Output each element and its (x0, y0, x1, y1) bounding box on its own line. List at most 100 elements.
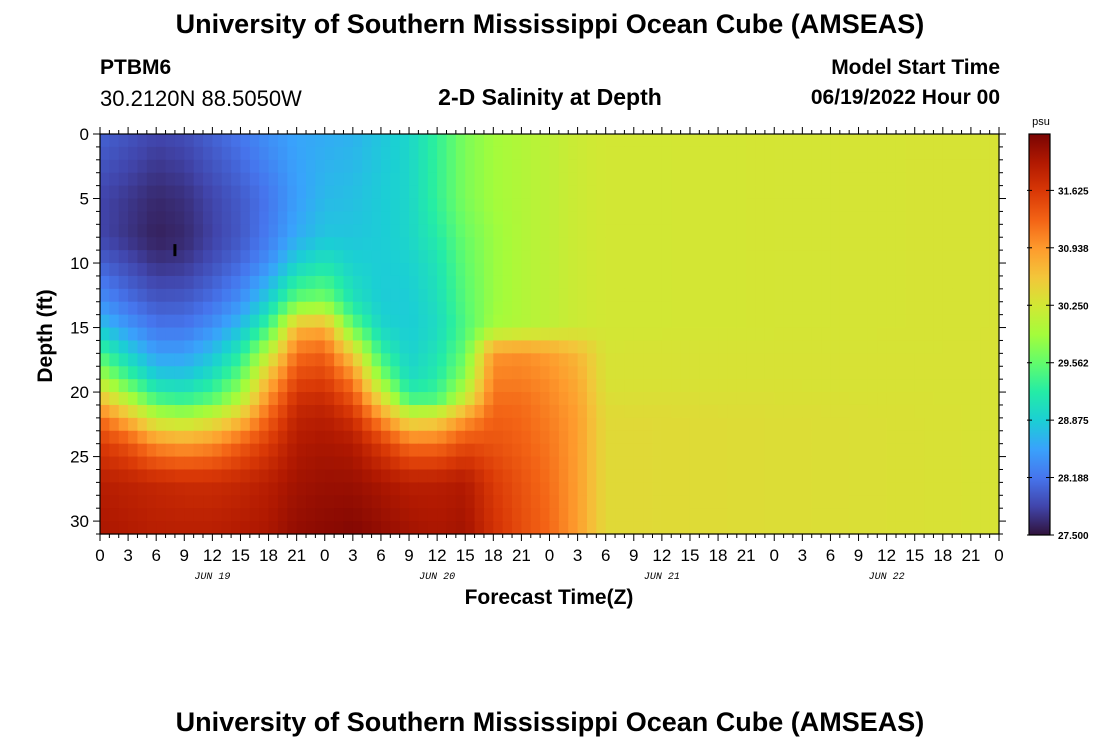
heatmap-cell (718, 508, 729, 522)
heatmap-cell (530, 172, 541, 187)
heatmap-cell (811, 353, 822, 367)
heatmap-cell (249, 495, 260, 509)
heatmap-cell (605, 521, 616, 535)
heatmap-cell (718, 301, 729, 316)
heatmap-cell (718, 430, 729, 445)
heatmap-cell (137, 430, 148, 445)
heatmap-cell (671, 456, 682, 471)
heatmap-cell (727, 146, 738, 161)
heatmap-cell (193, 404, 204, 419)
heatmap-cell (886, 379, 897, 393)
heatmap-cell (390, 275, 401, 290)
heatmap-cell (221, 404, 232, 419)
heatmap-cell (867, 185, 878, 200)
heatmap-cell (540, 430, 551, 445)
heatmap-cell (221, 482, 232, 496)
heatmap-cell (184, 508, 195, 522)
heatmap-cell (867, 366, 878, 380)
heatmap-cell (783, 224, 794, 238)
heatmap-cell (380, 353, 391, 367)
heatmap-cell (268, 314, 279, 329)
heatmap-cell (615, 275, 626, 290)
heatmap-cell (699, 495, 710, 509)
heatmap-cell (203, 353, 213, 367)
heatmap-cell (605, 469, 616, 483)
heatmap-cell (839, 340, 850, 354)
heatmap-cell (652, 198, 663, 213)
heatmap-cell (924, 495, 935, 509)
heatmap-cell (727, 392, 738, 406)
heatmap-cell (961, 275, 972, 290)
heatmap-cell (474, 495, 485, 509)
heatmap-cell (811, 340, 822, 354)
heatmap-cell (137, 250, 148, 264)
heatmap-cell (811, 392, 822, 406)
heatmap-cell (886, 237, 897, 251)
heatmap-cell (371, 508, 382, 522)
heatmap-cell (493, 314, 504, 329)
heatmap-cell (802, 456, 813, 471)
heatmap-cell (465, 379, 476, 393)
heatmap-cell (240, 159, 251, 174)
heatmap-cell (352, 134, 363, 148)
heatmap-cell (895, 508, 906, 522)
heatmap-cell (689, 275, 700, 290)
heatmap-cell (427, 469, 438, 483)
heatmap-cell (165, 417, 176, 432)
heatmap-cell (455, 159, 466, 174)
heatmap-cell (212, 366, 223, 380)
heatmap-cell (128, 495, 139, 509)
heatmap-cell (933, 392, 944, 406)
heatmap-cell (699, 417, 710, 432)
heatmap-cell (633, 430, 644, 445)
heatmap-cell (455, 430, 466, 445)
heatmap-cell (502, 237, 513, 251)
heatmap-cell (156, 172, 167, 187)
heatmap-cell (174, 353, 185, 367)
heatmap-cell (830, 288, 841, 303)
heatmap-cell (334, 224, 345, 238)
heatmap-cell (287, 404, 298, 419)
heatmap-cell (736, 508, 747, 522)
heatmap-cell (605, 301, 616, 316)
heatmap-cell (877, 508, 888, 522)
heatmap-cell (680, 185, 691, 200)
heatmap-cell (277, 159, 288, 174)
heatmap-cell (830, 392, 841, 406)
heatmap-cell (240, 211, 251, 225)
heatmap-cell (128, 185, 139, 200)
x-tick-label: 6 (151, 546, 160, 565)
heatmap-cell (867, 469, 878, 483)
heatmap-cell (193, 340, 204, 354)
heatmap-cell (249, 456, 260, 471)
heatmap-cell (277, 417, 288, 432)
heatmap-cell (615, 340, 626, 354)
heatmap-cell (371, 185, 382, 200)
heatmap-cell (315, 521, 326, 535)
heatmap-cell (970, 185, 981, 200)
x-tick-label: 6 (601, 546, 610, 565)
heatmap-cell (596, 392, 607, 406)
heatmap-cell (783, 327, 794, 342)
heatmap-cell (137, 417, 148, 432)
heatmap-cell (970, 237, 981, 251)
heatmap-cell (942, 211, 953, 225)
heatmap-cell (586, 469, 597, 483)
heatmap-cell (633, 521, 644, 535)
heatmap-cell (156, 366, 167, 380)
heatmap-cell (203, 211, 213, 225)
heatmap-cell (146, 521, 157, 535)
heatmap-cell (455, 366, 466, 380)
heatmap-cell (455, 250, 466, 264)
heatmap-cell (483, 430, 494, 445)
heatmap-cell (334, 288, 345, 303)
heatmap-cell (699, 224, 710, 238)
heatmap-cell (568, 353, 579, 367)
heatmap-cell (221, 314, 232, 329)
heatmap-cell (334, 275, 345, 290)
heatmap-cell (193, 314, 204, 329)
heatmap-cell (680, 353, 691, 367)
heatmap-cell (465, 134, 476, 148)
heatmap-cell (586, 301, 597, 316)
